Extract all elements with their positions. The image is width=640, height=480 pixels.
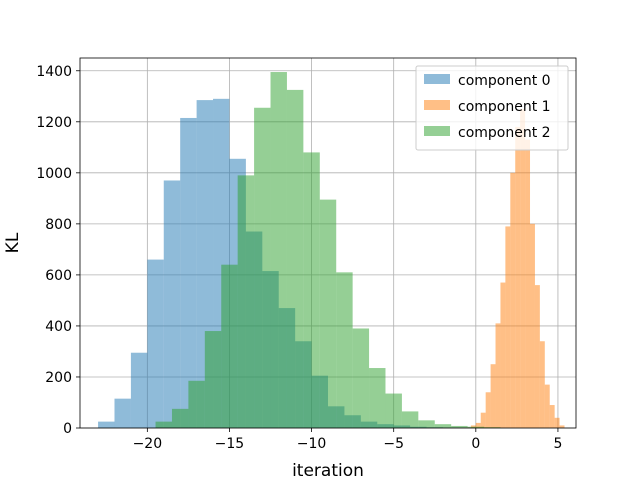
histogram-bar	[480, 412, 486, 428]
histogram-bar	[155, 421, 172, 428]
histogram-bar	[286, 89, 304, 429]
histogram-bar	[470, 425, 476, 428]
histogram-bar	[451, 425, 468, 428]
series-1-bars	[465, 109, 565, 429]
y-tick-label: 400	[45, 319, 72, 335]
y-tick-label: 200	[45, 370, 72, 386]
y-axis-label: KL	[3, 232, 23, 253]
x-tick-label: −20	[133, 436, 163, 452]
histogram-bar	[495, 323, 501, 428]
histogram-bar	[534, 285, 540, 428]
legend-swatch	[424, 74, 450, 84]
histogram-bar	[114, 398, 131, 428]
legend-box	[415, 65, 569, 151]
histogram-bar	[530, 223, 535, 428]
histogram-bar	[171, 408, 189, 428]
histogram-bar	[549, 405, 555, 428]
histogram-bar	[418, 420, 435, 428]
y-tick-label: 800	[45, 217, 72, 233]
x-tick-label: −5	[383, 436, 404, 452]
histogram-bars	[98, 72, 565, 429]
plot-frame	[79, 57, 577, 429]
x-tick-label: −10	[297, 436, 327, 452]
y-tick-label: 0	[63, 421, 72, 437]
histogram-bar	[221, 264, 238, 428]
x-tick-label: 0	[471, 436, 480, 452]
histogram-bar	[401, 411, 419, 428]
histogram-bar	[163, 180, 181, 428]
histogram-bar	[505, 226, 511, 428]
x-tick-label: 5	[553, 436, 562, 452]
histogram-bar	[147, 259, 164, 428]
histogram-bar	[237, 175, 255, 428]
histogram-bar	[98, 421, 115, 428]
y-tick-label: 1200	[36, 115, 72, 131]
histogram-bar	[490, 364, 496, 428]
legend: component 0 component 1 component 2	[415, 65, 569, 151]
histogram-bar	[254, 107, 271, 429]
y-tick-label: 1400	[36, 64, 72, 80]
histogram-bar	[539, 341, 545, 428]
x-tick-label: −15	[215, 436, 245, 452]
y-tick-label: 1000	[36, 166, 72, 182]
legend-swatch	[424, 100, 450, 110]
histogram-bar	[336, 272, 353, 428]
x-axis-label: iteration	[292, 461, 364, 480]
histogram-bar	[554, 417, 560, 428]
histogram-bar	[520, 109, 526, 428]
histogram-bar	[434, 424, 452, 428]
legend-swatch	[424, 126, 450, 136]
legend-label: component 1	[458, 99, 551, 115]
histogram-bar	[485, 392, 491, 428]
axis-ticks: −20 −15 −10 −5 0 5 0 200 400 600 800 1000 1200 1400	[36, 64, 562, 452]
histogram-bar	[500, 282, 506, 428]
legend-label: component 2	[458, 125, 551, 141]
series-2-bars	[155, 72, 501, 429]
histogram-bar	[467, 426, 485, 428]
histogram-bar	[319, 199, 337, 428]
histogram-bar	[544, 384, 550, 428]
histogram-bar	[130, 352, 148, 428]
y-tick-label: 600	[45, 268, 72, 284]
histogram-bar	[369, 368, 386, 428]
legend-label: component 0	[458, 73, 551, 89]
histogram-bar	[180, 117, 197, 428]
histogram-bar	[475, 422, 481, 428]
histogram-bar	[525, 139, 531, 429]
histogram-bar	[204, 331, 222, 428]
histogram-bar	[352, 328, 370, 428]
histogram-bar	[559, 425, 565, 428]
histogram-bar	[385, 393, 402, 428]
histogram-bar	[303, 152, 320, 428]
histogram-bar	[270, 72, 287, 428]
histogram-bar	[188, 380, 205, 428]
histogram-bar	[515, 126, 521, 429]
histogram-bar	[510, 172, 516, 428]
